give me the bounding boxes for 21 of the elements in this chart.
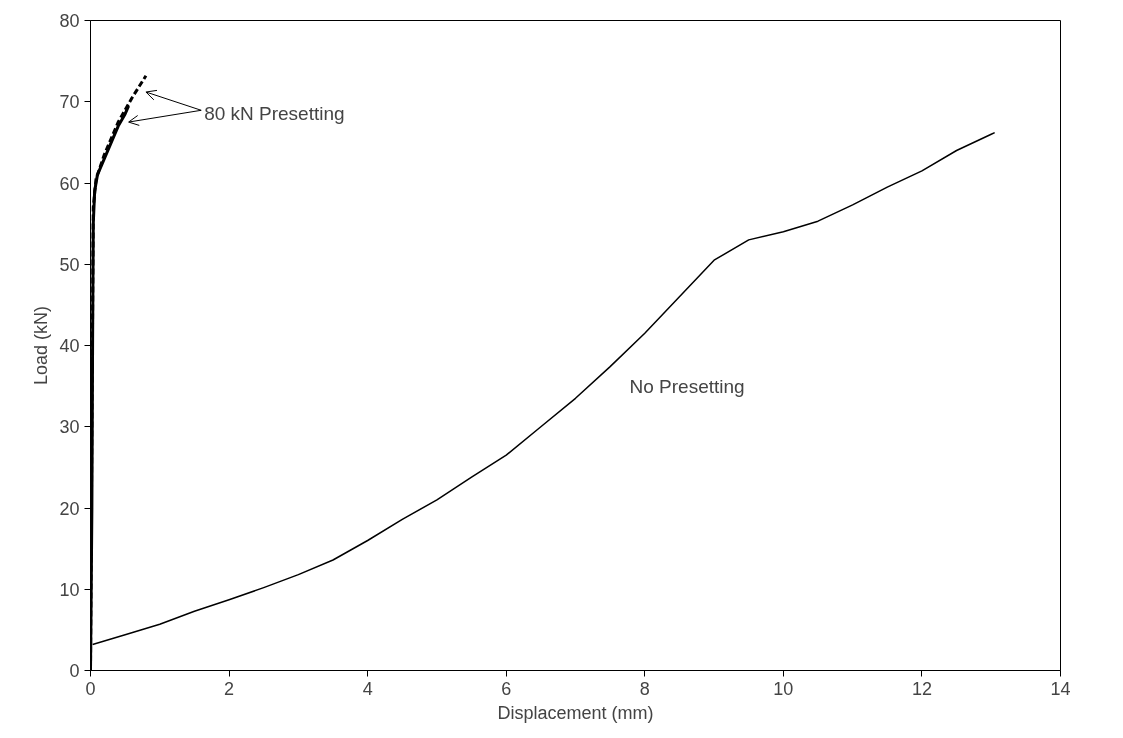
y-tick-label: 80 [59,11,80,31]
x-tick-label: 8 [639,678,650,699]
y-tick-label: 30 [59,417,80,438]
y-tick-label: 70 [59,92,80,113]
annotation: No Presetting [629,375,745,397]
y-tick-label: 60 [59,173,80,194]
x-axis-title: Displacement (mm) [497,702,654,723]
y-tick-label: 0 [69,661,80,681]
x-tick-label: 2 [224,678,235,699]
annotation: 80 kN Presetting [204,103,345,125]
x-tick-label: 14 [1050,678,1071,699]
x-tick-label: 12 [911,678,932,699]
y-axis-title: Load (kN) [31,305,52,386]
y-tick-label: 20 [59,498,80,519]
x-tick-label: 4 [362,678,373,699]
y-tick-label: 40 [59,336,80,356]
y-tick-label: 50 [59,254,80,275]
x-tick-label: 10 [773,678,794,699]
x-tick-label: 0 [85,678,96,699]
y-tick-label: 10 [59,579,80,600]
x-tick-label: 6 [501,678,512,699]
